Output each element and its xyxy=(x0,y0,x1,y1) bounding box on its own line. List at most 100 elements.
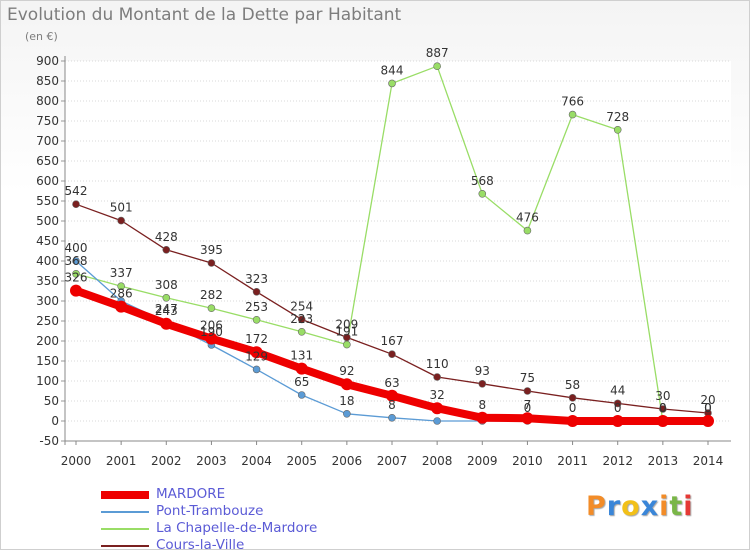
data-label: 30 xyxy=(655,389,670,403)
data-label: 223 xyxy=(290,312,313,326)
data-label: 368 xyxy=(65,254,88,268)
data-label: 323 xyxy=(245,272,268,286)
data-point xyxy=(568,393,577,402)
y-tick-label: 600 xyxy=(36,174,59,188)
data-label: 568 xyxy=(471,174,494,188)
data-label: 395 xyxy=(200,243,223,257)
data-point xyxy=(295,362,308,375)
data-point xyxy=(162,293,171,302)
data-label: 0 xyxy=(659,401,667,415)
data-label: 0 xyxy=(704,401,712,415)
legend-label: La Chapelle-de-Mardore xyxy=(156,520,318,536)
y-tick-label: 550 xyxy=(36,194,59,208)
data-point xyxy=(160,317,173,330)
legend-swatch xyxy=(101,545,149,547)
x-tick-label: 2001 xyxy=(106,454,137,468)
legend-label: Cours-la-Ville xyxy=(156,537,245,553)
data-point xyxy=(117,282,125,291)
x-tick-label: 2014 xyxy=(693,454,724,468)
data-point xyxy=(72,200,80,208)
data-label: 0 xyxy=(659,401,667,415)
data-point xyxy=(386,389,398,402)
data-point xyxy=(613,399,622,408)
data-label: 501 xyxy=(110,201,133,215)
data-label: 32 xyxy=(430,388,445,402)
y-tick-label: 350 xyxy=(36,274,59,288)
y-tick-label: 200 xyxy=(36,334,59,348)
y-axis-unit: (en €) xyxy=(25,30,58,43)
data-label: 0 xyxy=(524,401,532,415)
data-label: 63 xyxy=(384,376,399,390)
data-label: 476 xyxy=(516,211,539,225)
data-label: 58 xyxy=(565,378,580,392)
logo-letter: i xyxy=(659,491,670,522)
data-point xyxy=(523,387,532,395)
data-point xyxy=(297,315,306,324)
data-label: 8 xyxy=(478,398,486,412)
data-point xyxy=(388,350,396,359)
data-point xyxy=(70,284,82,297)
logo-letter: P xyxy=(586,491,607,522)
y-tick-label: 150 xyxy=(36,354,59,368)
plot-area xyxy=(65,61,731,441)
data-label: 254 xyxy=(290,299,313,313)
data-label: 92 xyxy=(339,364,354,378)
x-tick-label: 2003 xyxy=(196,454,227,468)
data-label: 167 xyxy=(381,334,404,348)
legend-label: Pont-Trambouze xyxy=(156,503,264,519)
logo-letter: t xyxy=(669,491,684,522)
y-tick-label: 300 xyxy=(36,294,59,308)
y-tick-label: 750 xyxy=(36,114,59,128)
data-label: 337 xyxy=(110,266,133,280)
data-point xyxy=(433,373,441,381)
y-tick-label: 450 xyxy=(36,234,59,248)
data-point xyxy=(252,287,261,296)
data-label: 8 xyxy=(388,398,396,412)
data-label: 7 xyxy=(524,398,532,412)
data-label: 131 xyxy=(290,349,313,363)
data-point xyxy=(702,415,714,427)
data-label: 286 xyxy=(110,287,133,301)
data-label: 93 xyxy=(475,364,490,378)
data-point xyxy=(388,79,396,88)
data-point xyxy=(433,417,441,425)
y-tick-label: 650 xyxy=(36,154,59,168)
y-tick-label: 900 xyxy=(36,54,59,68)
data-label: 129 xyxy=(245,349,268,363)
logo-letter: i xyxy=(683,491,694,522)
data-label: 542 xyxy=(65,184,88,198)
data-label: 65 xyxy=(294,375,309,389)
data-point xyxy=(207,259,216,267)
y-tick-label: 850 xyxy=(36,74,59,88)
data-point xyxy=(611,415,624,427)
x-tick-label: 2000 xyxy=(61,454,92,468)
y-tick-label: 800 xyxy=(36,94,59,108)
data-point xyxy=(343,340,351,349)
data-label: 308 xyxy=(155,278,178,292)
data-label: 44 xyxy=(610,383,625,397)
x-tick-label: 2002 xyxy=(151,454,182,468)
data-point xyxy=(613,126,622,134)
data-point xyxy=(297,327,306,336)
data-point xyxy=(659,405,667,413)
data-point xyxy=(476,411,489,424)
data-label: 253 xyxy=(245,300,268,314)
data-label: 0 xyxy=(614,401,622,415)
data-point xyxy=(388,413,396,422)
y-tick-label: 700 xyxy=(36,134,59,148)
data-label: 282 xyxy=(200,288,223,302)
data-point xyxy=(433,62,441,70)
legend-swatch xyxy=(101,491,149,499)
data-label: 844 xyxy=(381,63,404,77)
x-tick-label: 2005 xyxy=(286,454,317,468)
line-chart: -500501001502002503003504004505005506006… xyxy=(36,46,731,468)
x-tick-label: 2008 xyxy=(422,454,453,468)
data-point xyxy=(343,409,351,418)
data-point xyxy=(523,226,532,235)
data-point xyxy=(207,304,216,313)
data-point xyxy=(252,315,261,324)
data-label: 887 xyxy=(426,46,449,60)
data-label: 206 xyxy=(200,319,223,333)
data-point xyxy=(117,216,125,225)
